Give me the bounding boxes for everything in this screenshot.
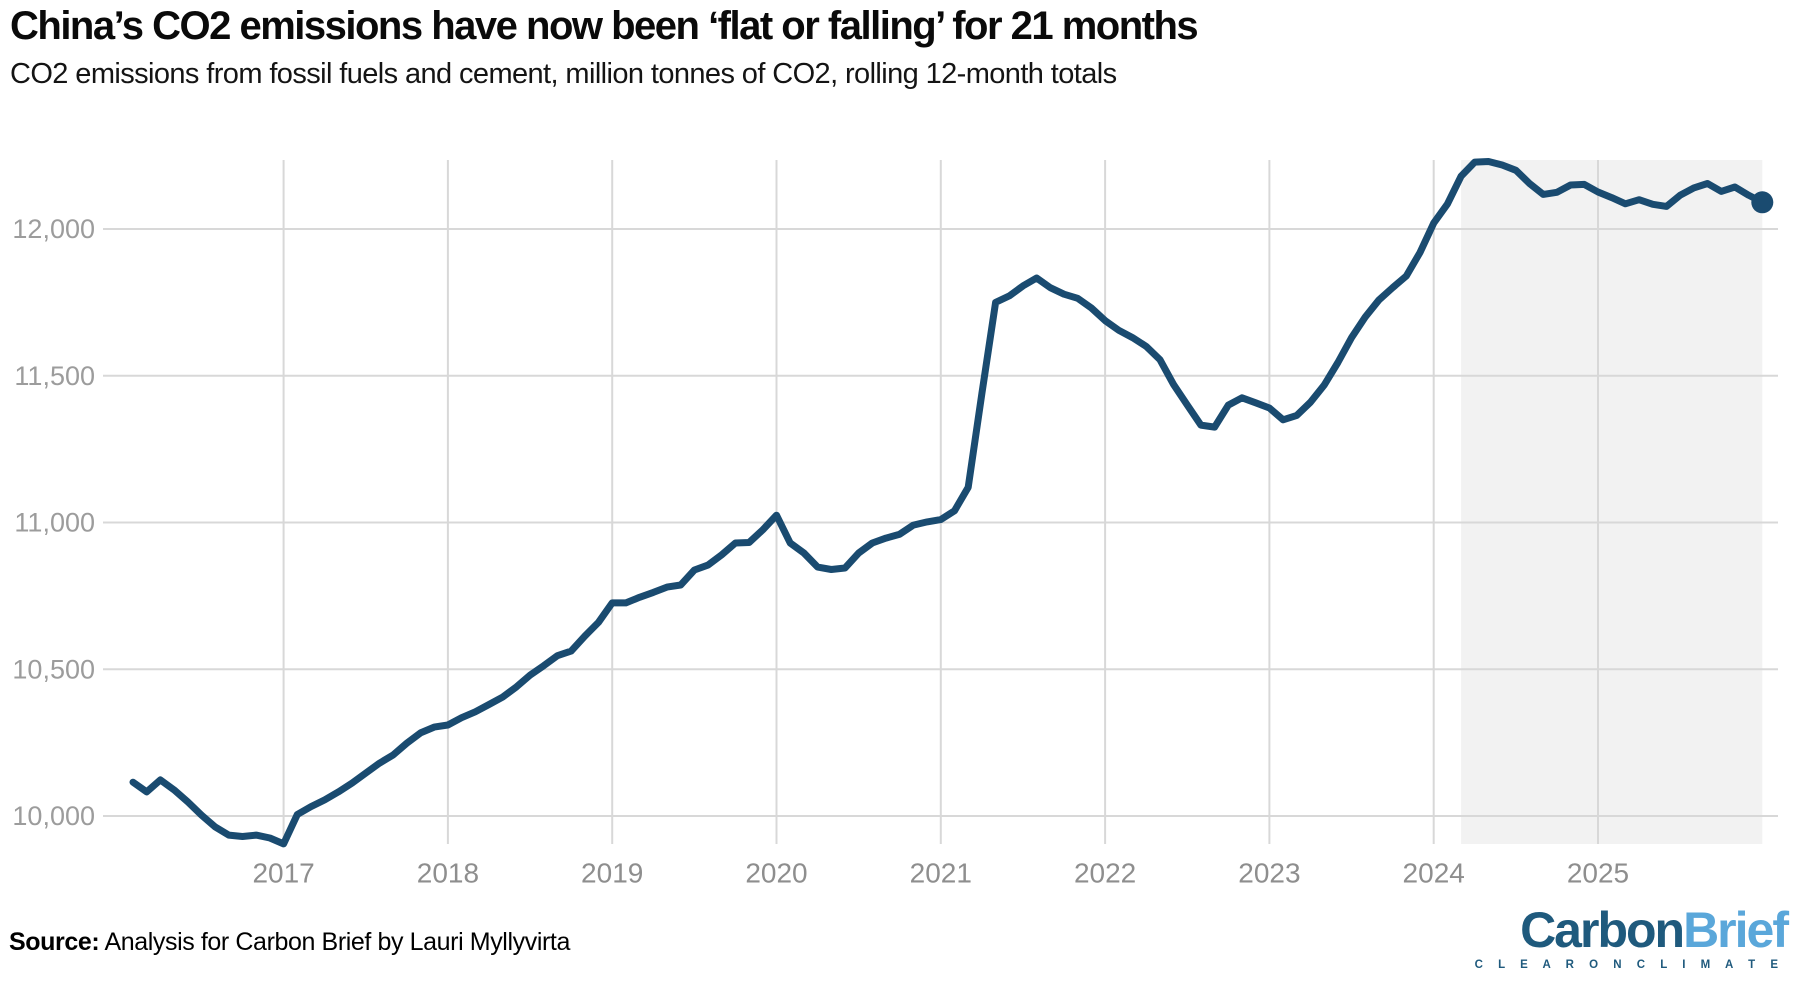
source-text: Analysis for Carbon Brief by Lauri Mylly… <box>99 928 570 956</box>
x-tick-label: 2017 <box>252 858 314 889</box>
logo-brief: Brief <box>1683 902 1789 958</box>
highlight-band <box>1461 160 1763 844</box>
source-note: Source: Analysis for Carbon Brief by Lau… <box>9 928 570 957</box>
source-label: Source: <box>9 928 100 956</box>
latest-point-dot <box>1751 191 1774 214</box>
x-tick-label: 2024 <box>1403 858 1465 889</box>
x-tick-label: 2019 <box>581 858 643 889</box>
y-tick-label: 11,000 <box>14 508 95 538</box>
x-tick-label: 2022 <box>1074 858 1136 889</box>
y-tick-label: 11,500 <box>14 361 95 391</box>
x-tick-label: 2023 <box>1238 858 1300 889</box>
y-tick-label: 10,000 <box>12 801 95 831</box>
y-tick-label: 10,500 <box>12 654 95 684</box>
x-tick-label: 2020 <box>745 858 807 889</box>
x-tick-label: 2025 <box>1567 858 1629 889</box>
logo-tagline: C L E A R O N C L I M A T E <box>1474 959 1784 971</box>
chart-subtitle: CO2 emissions from fossil fuels and ceme… <box>10 58 1117 90</box>
logo-carbon: Carbon <box>1520 902 1685 958</box>
x-tick-label: 2021 <box>910 858 972 889</box>
y-tick-label: 12,000 <box>12 214 95 244</box>
carbonbrief-wordmark: CarbonBrief <box>1475 902 1789 958</box>
emissions-line <box>129 158 1766 848</box>
carbonbrief-logo: CarbonBrief C L E A R O N C L I M A T E <box>1474 902 1789 972</box>
x-tick-label: 2018 <box>417 858 479 889</box>
page-title: China’s CO2 emissions have now been ‘fla… <box>10 4 1199 48</box>
